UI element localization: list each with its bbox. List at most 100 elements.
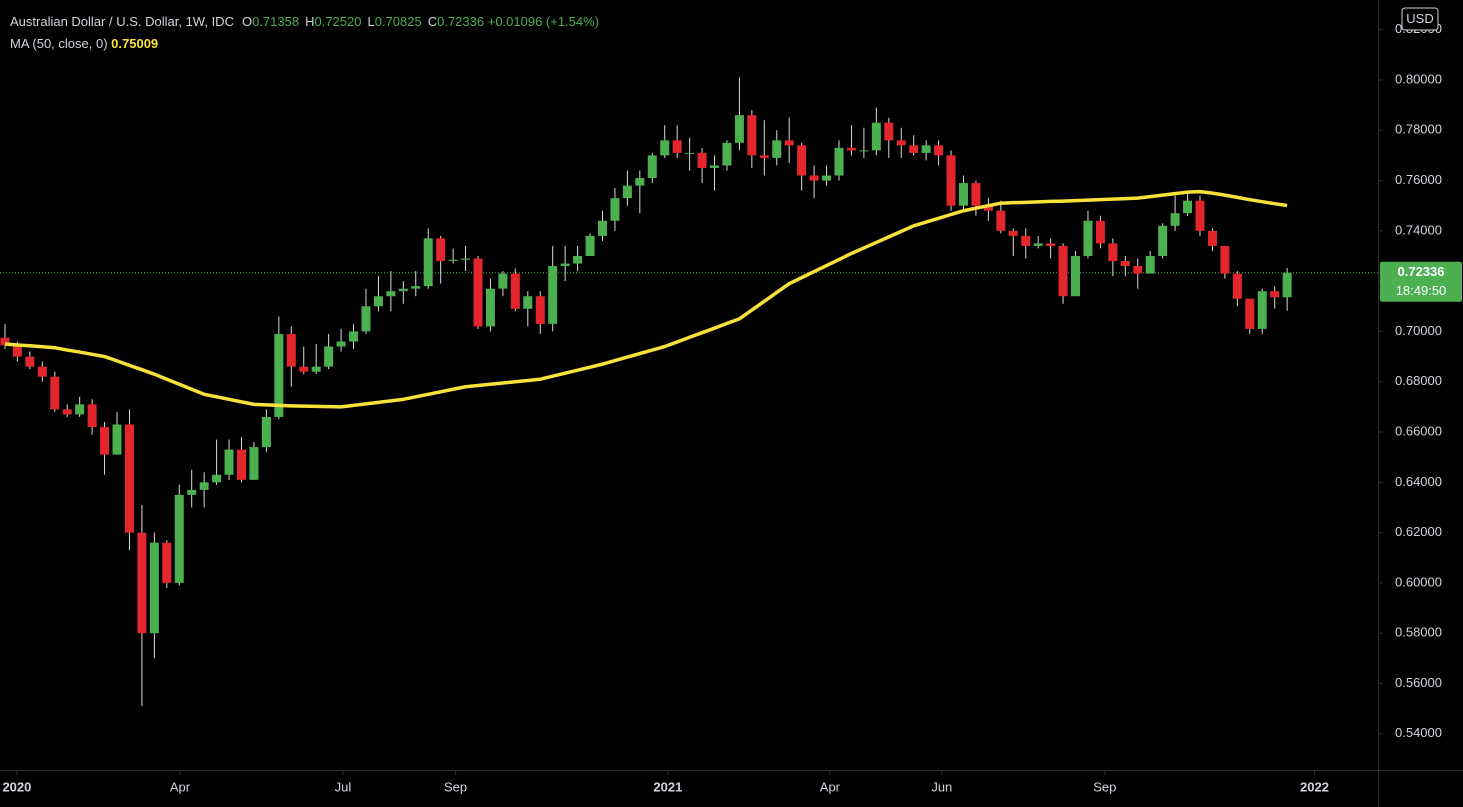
candle-body <box>983 205 993 211</box>
currency-box <box>1401 7 1439 31</box>
candle-body <box>896 140 906 146</box>
candle-body <box>0 337 10 346</box>
ohlc-value: 0.72336 <box>437 14 485 29</box>
candle-body <box>1033 243 1043 246</box>
candle-body <box>573 255 583 264</box>
ohlc-key: C <box>427 14 438 29</box>
y-tick-label: 0.80000 <box>1395 71 1442 86</box>
candle-body <box>622 185 632 199</box>
candle-body <box>212 474 222 483</box>
candle-body <box>361 306 371 332</box>
ohlc: O0.71358 H0.72520 L0.70825 C0.72336 <box>234 14 484 29</box>
candle-body <box>909 145 919 153</box>
candle-body <box>174 494 184 583</box>
y-tick-label: 0.66000 <box>1395 423 1442 438</box>
ohlc-key: L <box>367 14 375 29</box>
candle-body <box>286 333 296 367</box>
y-tick-label: 0.74000 <box>1395 222 1442 237</box>
ma-value: 0.75009 <box>111 36 159 51</box>
ohlc-key: O <box>241 14 253 29</box>
candle-body <box>25 356 35 367</box>
candle-body <box>373 296 383 307</box>
candle-body <box>809 175 819 181</box>
candle-body <box>734 115 744 143</box>
x-tick-label: Apr <box>170 779 191 794</box>
candle-body <box>336 341 346 347</box>
candle-body <box>124 424 134 533</box>
price-label-box <box>1380 261 1462 302</box>
legend-row: MA (50, close, 0) 0.75009 <box>10 33 599 55</box>
candle-body <box>585 235 595 256</box>
candle-body <box>1245 298 1255 329</box>
candle-body <box>423 238 433 287</box>
candle-body <box>50 376 60 410</box>
candle-body <box>934 145 944 156</box>
candle-body <box>411 286 421 289</box>
candle-body <box>535 296 545 324</box>
y-tick-label: 0.64000 <box>1395 474 1442 489</box>
candle-body <box>187 489 197 495</box>
candle-body <box>199 482 209 490</box>
candle-body <box>784 140 794 146</box>
candle-body <box>448 259 458 262</box>
candle-body <box>996 210 1006 231</box>
candle-body <box>772 140 782 158</box>
y-tick-label: 0.76000 <box>1395 172 1442 187</box>
candle-body <box>523 296 533 309</box>
candle-body <box>485 288 495 327</box>
candle-body <box>722 142 732 166</box>
y-tick-label: 0.60000 <box>1395 574 1442 589</box>
symbol-title: Australian Dollar / U.S. Dollar, 1W, IDC <box>10 14 234 29</box>
candle-body <box>299 366 309 372</box>
candle-body <box>1158 225 1168 256</box>
candle-body <box>324 346 334 367</box>
candle-body <box>672 140 682 153</box>
candle-body <box>75 404 85 415</box>
candle-body <box>311 366 321 372</box>
candle-body <box>249 447 259 480</box>
candle-body <box>162 542 172 583</box>
change: +0.01096 (+1.54%) <box>487 14 600 29</box>
x-tick-label: 2021 <box>653 779 682 794</box>
x-tick-label: Jul <box>335 779 352 794</box>
candle-body <box>12 345 22 357</box>
ohlc-value: 0.72520 <box>314 14 362 29</box>
candle-body <box>597 220 607 236</box>
candle-body <box>274 333 284 417</box>
ohlc-key: H <box>305 14 315 29</box>
candle-body <box>1008 230 1018 236</box>
candle-body <box>1207 230 1217 246</box>
candle-body <box>610 198 620 221</box>
candle-body <box>149 542 159 634</box>
candle-body <box>1046 243 1056 246</box>
legend-row: Australian Dollar / U.S. Dollar, 1W, IDC… <box>10 11 599 33</box>
y-tick-label: 0.70000 <box>1395 323 1442 338</box>
candle-body <box>971 183 981 206</box>
candle-body <box>498 273 508 289</box>
candle-body <box>548 266 558 324</box>
candle-body <box>1220 245 1230 274</box>
y-tick-label: 0.56000 <box>1395 675 1442 690</box>
currency: USD <box>1406 11 1433 26</box>
candle-body <box>1257 291 1267 329</box>
candle-body <box>1145 255 1155 274</box>
candle-body <box>1071 255 1081 297</box>
candle-body <box>1270 291 1280 298</box>
candle-body <box>958 183 968 206</box>
ohlc-value: 0.70825 <box>374 14 422 29</box>
candle-body <box>710 165 720 168</box>
candle-body <box>386 291 396 297</box>
candle-body <box>647 155 657 179</box>
x-tick-label: 2020 <box>2 779 31 794</box>
y-tick-label: 0.68000 <box>1395 373 1442 388</box>
candle-body <box>846 147 856 151</box>
candle-body <box>398 288 408 292</box>
candle-body <box>1133 266 1143 274</box>
candle-body <box>822 175 832 181</box>
candle-body <box>1232 273 1242 299</box>
candle-body <box>224 449 234 475</box>
x-tick-label: Apr <box>820 779 841 794</box>
candle-body <box>871 122 881 151</box>
